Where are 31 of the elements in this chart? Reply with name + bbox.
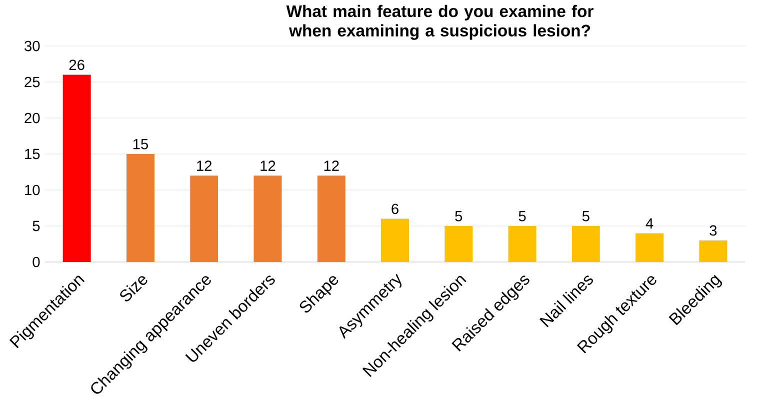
y-tick-label: 30 — [24, 40, 40, 52]
bar — [254, 176, 282, 262]
y-tick-label: 0 — [32, 256, 40, 268]
data-label: 6 — [392, 204, 398, 214]
y-tick-label: 15 — [25, 148, 40, 160]
bar — [190, 176, 218, 262]
data-label: 15 — [133, 139, 148, 150]
data-label: 5 — [455, 211, 462, 222]
y-tick-label: 10 — [25, 184, 40, 196]
data-label: 26 — [69, 60, 84, 70]
bar — [62, 74, 91, 262]
bar — [381, 218, 409, 262]
data-label: 12 — [260, 160, 276, 171]
y-tick-label: 5 — [32, 220, 40, 232]
bar — [444, 226, 473, 262]
bar — [636, 233, 664, 262]
chart-title: What main feature do you examine for when examining a suspicious lesion? — [286, 4, 594, 40]
bar — [572, 226, 600, 262]
bar — [699, 240, 728, 262]
bar — [126, 154, 154, 262]
data-label: 5 — [582, 211, 590, 222]
data-label: 3 — [710, 225, 717, 236]
bar — [508, 226, 536, 262]
data-label: 12 — [197, 160, 212, 171]
data-label: 5 — [518, 211, 526, 222]
data-label: 12 — [324, 160, 339, 171]
data-label: 4 — [646, 218, 654, 228]
x-tick-label: Size — [120, 276, 148, 302]
y-tick-label: 20 — [24, 112, 40, 124]
bar — [317, 176, 346, 262]
y-tick-label: 25 — [24, 76, 40, 88]
